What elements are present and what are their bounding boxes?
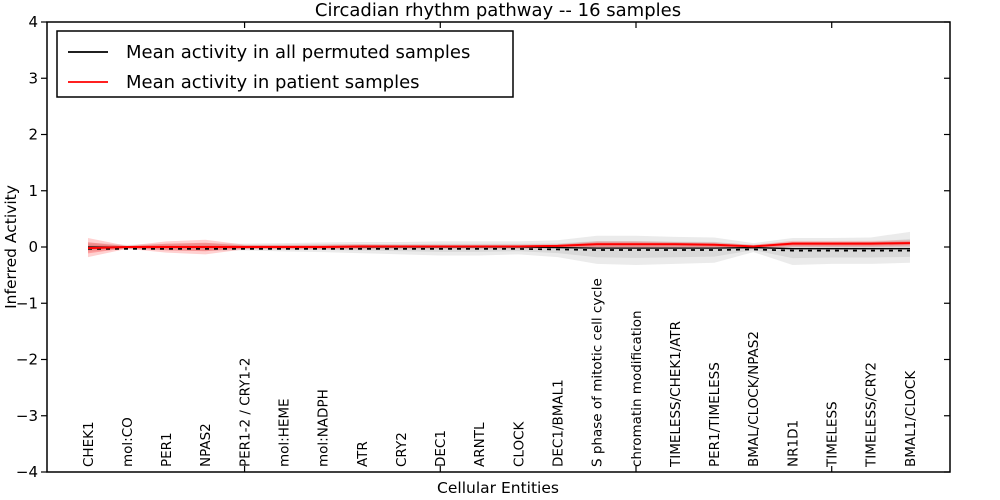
y-tick-label: −2 [16, 351, 38, 369]
x-category-label: CHEK1 [81, 421, 97, 467]
x-category-label: mol:HEME [277, 398, 293, 467]
x-axis-label: Cellular Entities [437, 479, 559, 497]
x-category-label: DEC1/BMAL1 [551, 379, 567, 467]
legend: Mean activity in all permuted samples Me… [56, 30, 514, 98]
y-tick-label: −1 [16, 294, 38, 312]
patient-mean-line [87, 242, 911, 250]
x-category-label: TIMELESS/CRY2 [864, 362, 880, 468]
x-category-label: BMAL1/CLOCK [903, 370, 919, 467]
axis-ticks [41, 21, 950, 473]
y-tick-labels: −4 −3 −2 −1 0 1 2 3 4 [16, 13, 38, 481]
y-tick-label: 0 [28, 238, 38, 256]
x-category-label: NPAS2 [198, 423, 214, 467]
x-category-label: PER1-2 / CRY1-2 [237, 358, 253, 467]
x-category-label: NR1D1 [785, 420, 801, 467]
x-category-label: mol:NADPH [316, 389, 332, 467]
y-tick-label: 1 [28, 182, 38, 200]
y-tick-label: −3 [16, 407, 38, 425]
x-category-label: BMAL/CLOCK/NPAS2 [746, 331, 762, 467]
y-tick-label: 3 [28, 69, 38, 87]
legend-box [56, 30, 514, 98]
x-category-label: ARNTL [472, 422, 488, 467]
y-tick-label: −4 [16, 463, 38, 481]
x-category-label: DEC1 [433, 430, 449, 467]
x-category-label: S phase of mitotic cell cycle [590, 278, 606, 467]
x-category-label: PER1 [159, 432, 175, 467]
series-lines [87, 242, 911, 252]
x-category-label: TIMELESS [825, 401, 841, 468]
y-axis-label: Inferred Activity [2, 185, 20, 309]
x-category-label: ATR [355, 441, 371, 467]
x-category-label: TIMELESS/CHEK1/ATR [668, 321, 684, 468]
x-category-label: CLOCK [511, 420, 527, 467]
legend-label-permuted: Mean activity in all permuted samples [126, 42, 470, 63]
permuted-band [88, 231, 910, 265]
x-category-label: chromatin modification [629, 310, 645, 467]
y-tick-label: 2 [28, 126, 38, 144]
x-category-labels: CHEK1 mol:CO PER1 NPAS2 PER1-2 / CRY1-2 mol:H… [81, 278, 919, 468]
x-category-label: mol:CO [120, 417, 136, 467]
permuted-dashed-line [88, 248, 910, 252]
x-category-label: PER1/TIMELESS [707, 362, 723, 467]
x-category-label: CRY2 [394, 432, 410, 467]
chart-title: Circadian rhythm pathway -- 16 samples [315, 0, 681, 21]
legend-label-patient: Mean activity in patient samples [126, 72, 420, 93]
y-tick-label: 4 [28, 13, 38, 31]
